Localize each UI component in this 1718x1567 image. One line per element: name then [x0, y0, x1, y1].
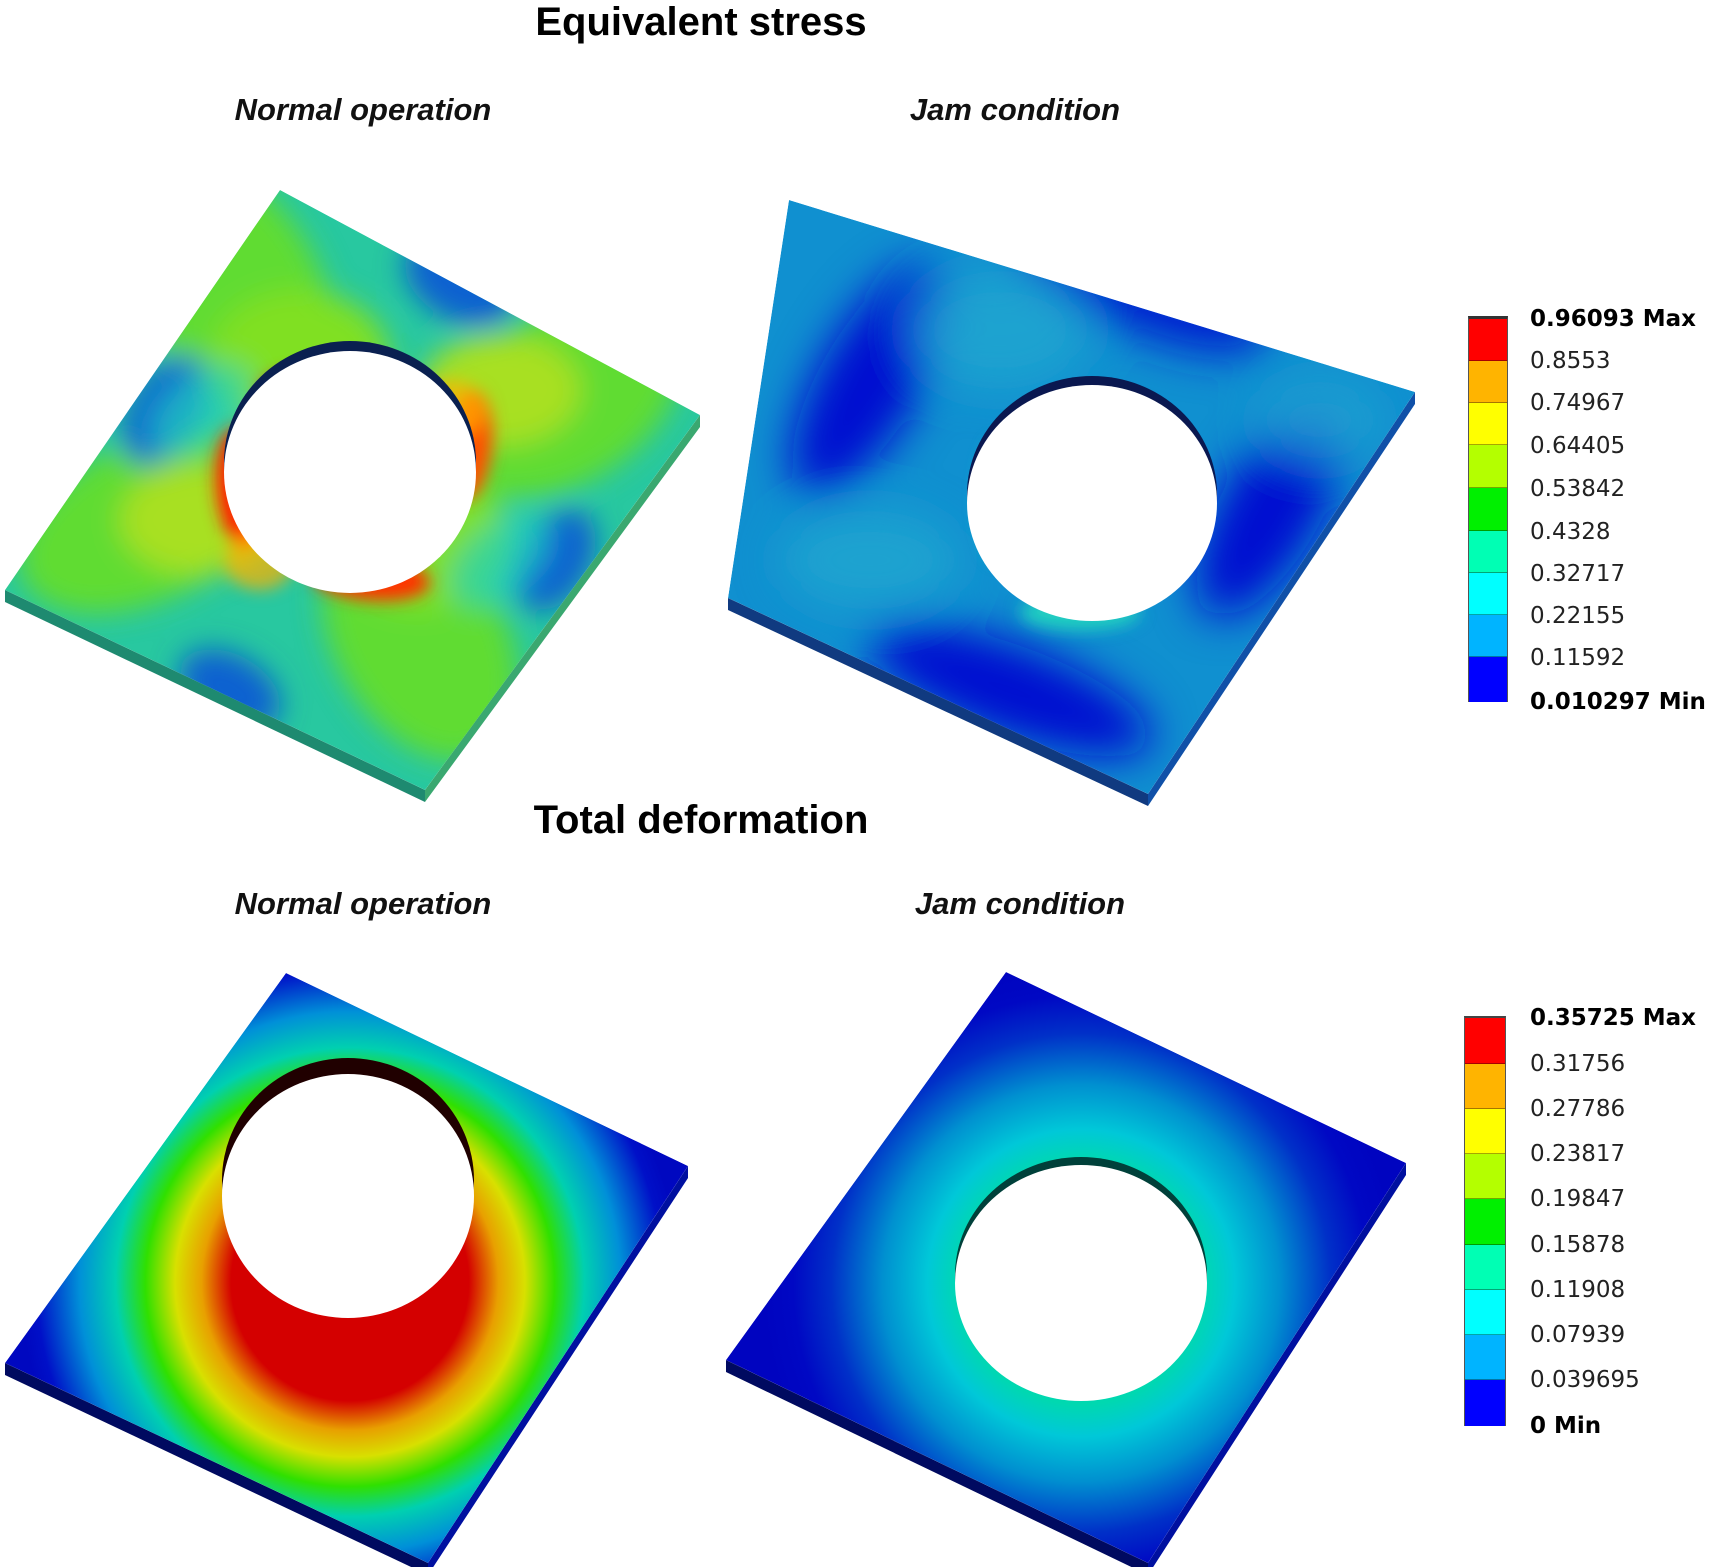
stress-normal-label: Normal operation [234, 92, 492, 127]
stress-jam-plate [728, 200, 1415, 806]
deformation-legend-tick: 0.15878 [1530, 1232, 1626, 1258]
stress-legend-tick: 0.74967 [1530, 390, 1626, 416]
stress-legend-max: 0.96093 Max [1530, 306, 1697, 332]
deformation-jam-label: Jam condition [914, 886, 1126, 921]
stress-legend-tick: 0.64405 [1530, 433, 1626, 459]
stress-colorbar [1468, 316, 1508, 702]
deformation-legend-max: 0.35725 Max [1530, 1005, 1697, 1031]
stress-legend-min: 0.010297 Min [1530, 689, 1706, 715]
deformation-legend-tick: 0.19847 [1530, 1186, 1626, 1212]
deformation-legend-tick: 0.039695 [1530, 1367, 1640, 1393]
deformation-legend-tick: 0.11908 [1530, 1277, 1626, 1303]
stress-legend-tick: 0.4328 [1530, 519, 1611, 545]
deformation-legend-tick: 0.31756 [1530, 1051, 1626, 1077]
stress-legend-tick: 0.22155 [1530, 603, 1626, 629]
deformation-legend-min: 0 Min [1530, 1413, 1602, 1439]
stress-normal-plate [5, 190, 700, 802]
deformation-jam-plate [726, 972, 1406, 1567]
deformation-legend-tick: 0.23817 [1530, 1141, 1626, 1167]
stress-legend-tick: 0.32717 [1530, 561, 1626, 587]
deformation-normal-label: Normal operation [234, 886, 492, 921]
stress-legend-tick: 0.8553 [1530, 348, 1611, 374]
deformation-legend-tick: 0.07939 [1530, 1322, 1626, 1348]
stress-legend-tick: 0.11592 [1530, 645, 1626, 671]
stress-legend-tick: 0.53842 [1530, 476, 1626, 502]
deformation-section-title: Total deformation [533, 798, 869, 842]
deformation-legend-tick: 0.27786 [1530, 1096, 1626, 1122]
deformation-colorbar [1464, 1016, 1506, 1426]
stress-section-title: Equivalent stress [535, 0, 867, 44]
stress-jam-label: Jam condition [909, 92, 1121, 127]
deformation-normal-plate [5, 973, 688, 1567]
